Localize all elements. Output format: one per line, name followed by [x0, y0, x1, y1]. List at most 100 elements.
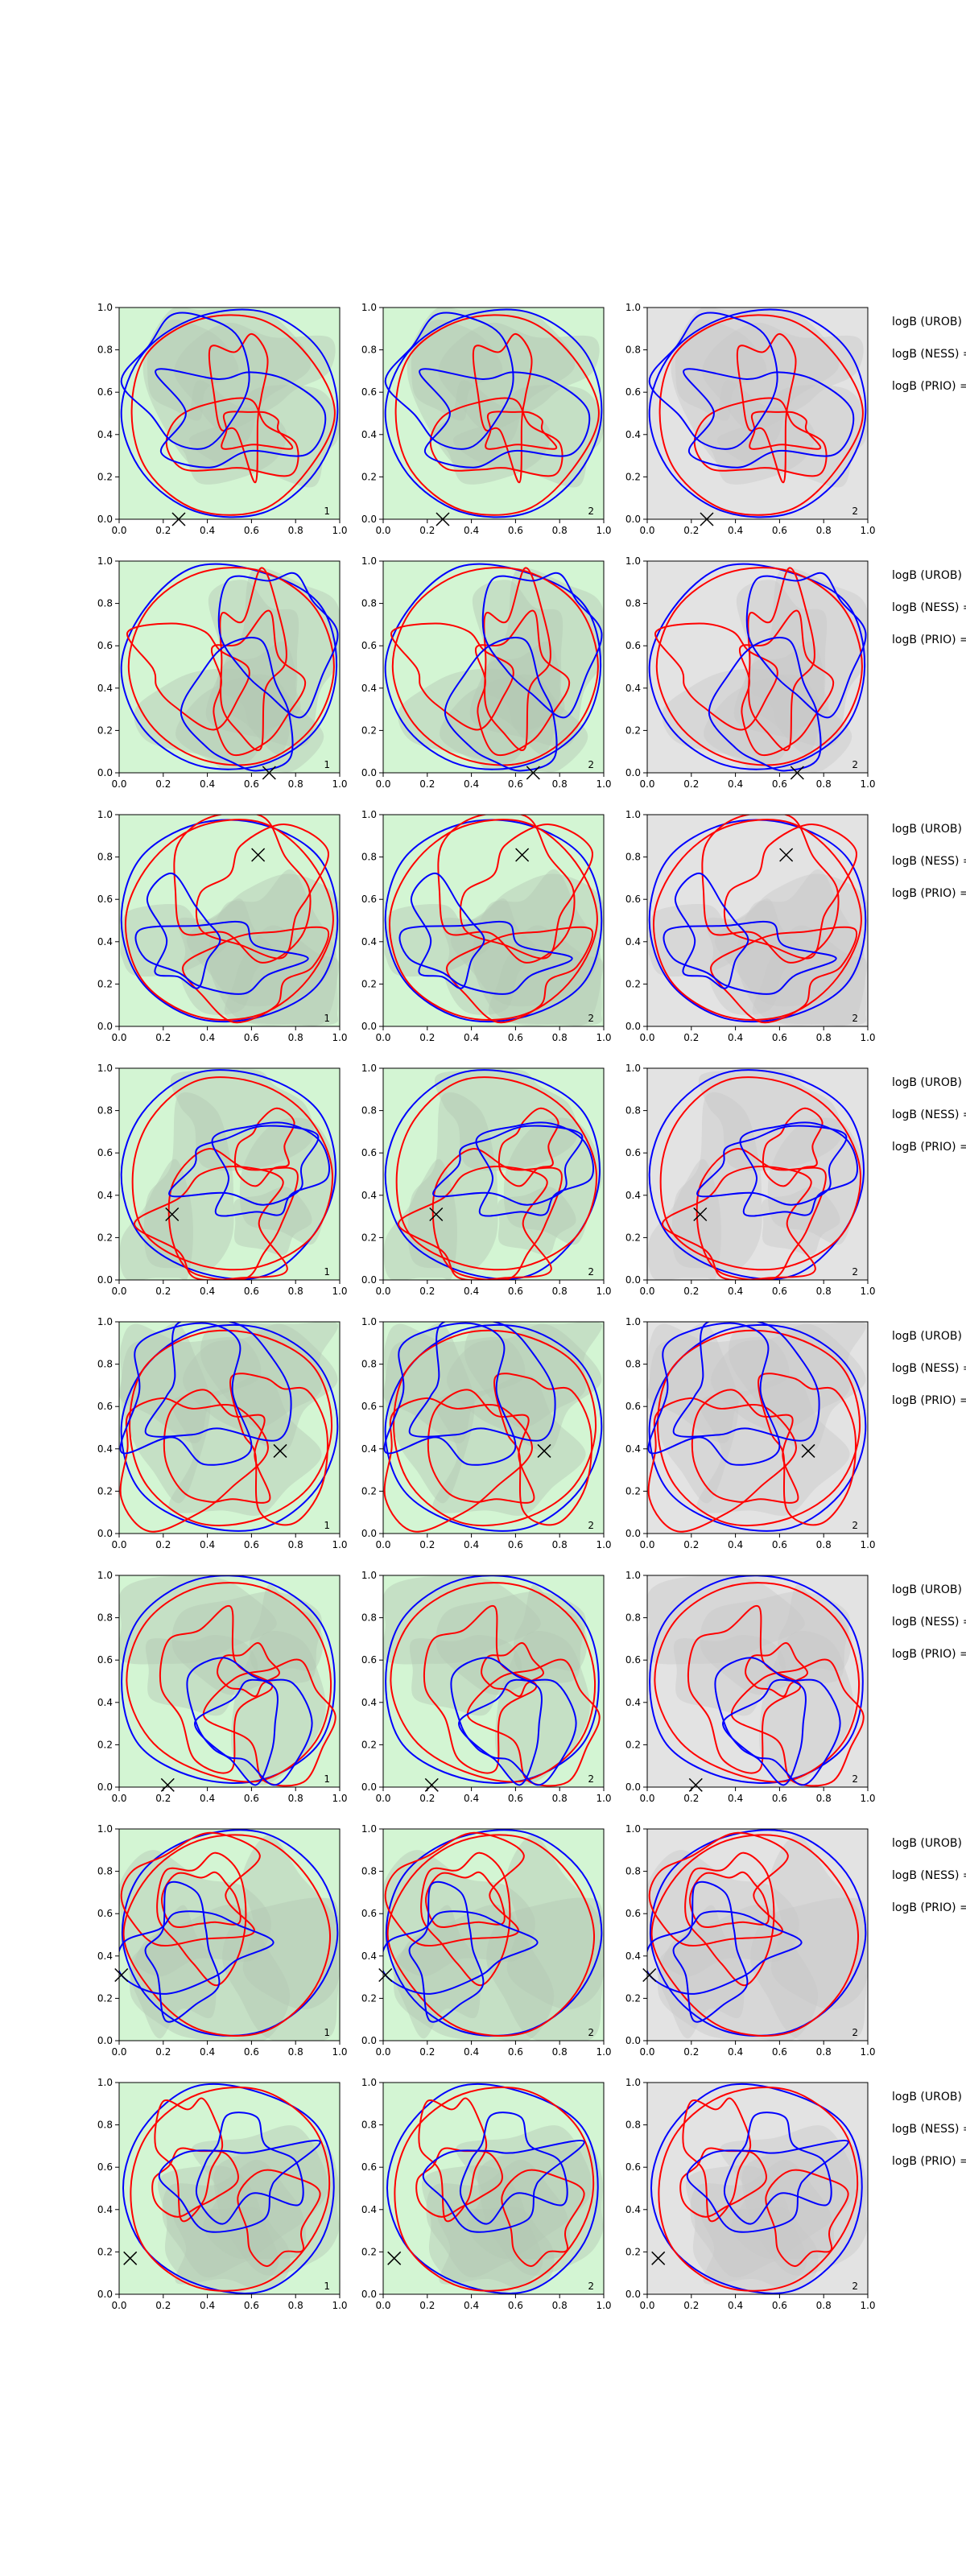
y-tick-label: 0.4	[361, 1190, 377, 1201]
blue-contour	[120, 312, 250, 450]
x-tick-label: 0.8	[288, 1793, 303, 1804]
red-contour	[130, 314, 336, 516]
logB-label: logB (UROB) =	[892, 569, 966, 582]
shaded-region	[173, 2207, 291, 2293]
y-tick-label: 0.2	[625, 2246, 641, 2257]
x-marker	[429, 1207, 444, 1222]
y-tick-label: 0.2	[97, 2246, 113, 2257]
y-tick-label: 1.0	[361, 302, 377, 313]
red-contour	[682, 2097, 752, 2223]
x-marker	[262, 766, 276, 780]
y-tick-label: 0.2	[361, 471, 377, 482]
blue-contour	[672, 1880, 749, 2023]
y-tick-label: 0.6	[97, 1147, 113, 1158]
red-contour	[418, 2097, 488, 2223]
x-tick-label: 0.8	[288, 2046, 303, 2058]
y-tick-label: 1.0	[625, 809, 641, 820]
y-tick-label: 0.4	[97, 1951, 113, 1962]
corner-label: 2	[852, 1266, 858, 1278]
blue-contour	[444, 637, 558, 772]
x-tick-label: 0.8	[288, 1032, 303, 1043]
blue-contour	[155, 368, 327, 469]
x-tick-label: 0.0	[111, 2046, 126, 2058]
contour-panel: 1 0.0 0.2 0.4 0.6 0.8 1.0 0.0 0.2 0.4 0.6 0.8 1.0	[97, 1316, 348, 1550]
x-tick-label: 0.2	[155, 525, 171, 536]
corner-label: 2	[852, 759, 858, 770]
panel-frame	[646, 2082, 869, 2295]
red-contour	[661, 1166, 816, 1280]
x-tick-label: 0.6	[244, 1539, 259, 1550]
y-tick-label: 0.2	[97, 1739, 113, 1750]
y-tick-label: 0.6	[625, 2161, 641, 2173]
y-tick-label: 0.8	[625, 1866, 641, 1877]
shaded-region	[208, 869, 338, 1026]
contour-panel: 1 0.0 0.2 0.4 0.6 0.8 1.0 0.0 0.2 0.4 0.6 0.8 1.0	[97, 1063, 348, 1297]
panel-contours	[650, 2083, 868, 2294]
panel-contours	[648, 563, 868, 773]
y-tick-label: 0.6	[625, 1147, 641, 1158]
x-tick-label: 0.0	[639, 2300, 654, 2311]
x-tick-label: 0.0	[639, 778, 654, 790]
y-tick-label: 0.2	[97, 1232, 113, 1243]
red-contour	[159, 1604, 274, 1774]
red-contour	[691, 1389, 799, 1504]
red-contour	[154, 2097, 224, 2223]
red-contour	[745, 1642, 808, 1698]
blue-contour	[422, 2140, 585, 2233]
y-tick-label: 1.0	[361, 1063, 377, 1074]
shaded-region	[384, 904, 491, 977]
blue-contour	[384, 1323, 603, 1532]
red-contour	[736, 332, 797, 484]
red-contour	[397, 1166, 552, 1280]
blue-contour	[120, 819, 339, 1023]
x-tick-label: 0.4	[464, 2046, 479, 2058]
x-tick-label: 0.2	[155, 778, 171, 790]
contour-panel: 2 0.0 0.2 0.4 0.6 0.8 1.0 0.0 0.2 0.4 0.6 0.8 1.0	[361, 302, 612, 536]
x-tick-label: 0.6	[244, 2046, 259, 2058]
y-tick-label: 1.0	[97, 1063, 113, 1074]
y-tick-label: 1.0	[97, 555, 113, 567]
logB-label: logB (PRIO) =	[892, 1141, 966, 1154]
red-contour	[131, 1076, 333, 1271]
x-tick-label: 1.0	[596, 1032, 611, 1043]
x-tick-label: 1.0	[332, 1286, 347, 1297]
shaded-region	[411, 320, 503, 421]
logB-label: logB (PRIO) =	[892, 380, 966, 393]
red-contour	[731, 1658, 865, 1787]
x-tick-label: 0.4	[464, 2300, 479, 2311]
x-tick-label: 0.2	[419, 2300, 435, 2311]
panel-contours	[648, 815, 868, 1026]
contour-panel: 2 0.0 0.2 0.4 0.6 0.8 1.0 0.0 0.2 0.4 0.6 0.8 1.0	[361, 1570, 612, 1804]
x-tick-label: 1.0	[860, 1032, 875, 1043]
red-contour	[749, 411, 822, 450]
panel-frame	[118, 814, 341, 1027]
blue-contour	[714, 1657, 807, 1786]
logB-label: logB (NESS) =	[892, 348, 966, 361]
x-marker	[693, 1207, 708, 1222]
x-tick-label: 0.4	[200, 525, 215, 536]
x-tick-label: 0.0	[375, 1286, 390, 1297]
y-tick-label: 0.8	[625, 598, 641, 609]
panel-contours	[120, 308, 340, 518]
x-tick-label: 0.6	[772, 1539, 787, 1550]
corner-label: 2	[852, 1013, 858, 1024]
x-tick-label: 0.2	[419, 778, 435, 790]
contour-panel: 2 0.0 0.2 0.4 0.6 0.8 1.0 0.0 0.2 0.4 0.6 0.8 1.0	[625, 302, 876, 536]
y-tick-label: 0.0	[97, 1781, 113, 1793]
y-tick-label: 0.2	[361, 1485, 377, 1496]
y-tick-label: 0.4	[625, 2204, 641, 2215]
y-tick-label: 0.4	[625, 429, 641, 440]
red-contour	[655, 567, 863, 766]
y-tick-label: 0.8	[361, 345, 377, 356]
x-tick-label: 0.2	[683, 2300, 699, 2311]
y-tick-label: 0.2	[625, 1485, 641, 1496]
contour-panel: 2 0.0 0.2 0.4 0.6 0.8 1.0 0.0 0.2 0.4 0.6 0.8 1.0	[361, 1316, 612, 1550]
y-tick-label: 0.2	[625, 978, 641, 989]
y-tick-label: 1.0	[625, 1823, 641, 1835]
contour-panel: 2 0.0 0.2 0.4 0.6 0.8 1.0 0.0 0.2 0.4 0.6 0.8 1.0	[625, 1316, 876, 1550]
shaded-region	[434, 1068, 578, 1171]
shaded-region	[171, 1591, 322, 1695]
contour-panel: 2 0.0 0.2 0.4 0.6 0.8 1.0 0.0 0.2 0.4 0.6 0.8 1.0	[625, 2077, 876, 2311]
contour-panel: 2 0.0 0.2 0.4 0.6 0.8 1.0 0.0 0.2 0.4 0.6 0.8 1.0	[361, 555, 612, 790]
x-tick-label: 0.2	[419, 1032, 435, 1043]
